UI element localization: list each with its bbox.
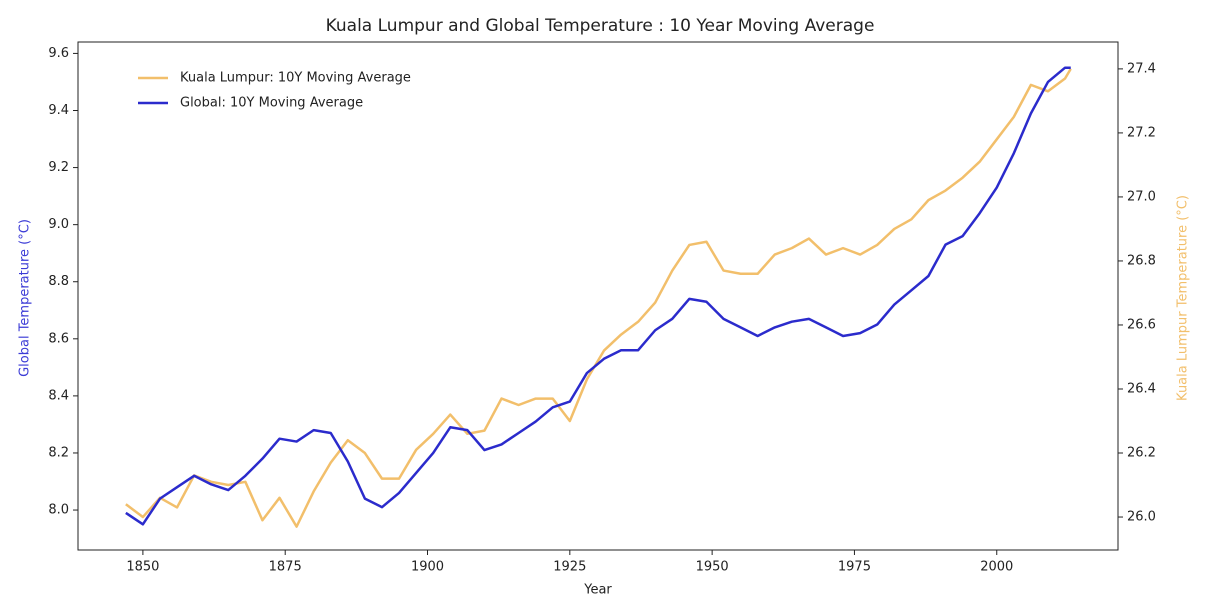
y-tick-label: 8.6 [48, 331, 69, 346]
y-tick-label: 8.2 [48, 445, 69, 460]
y-tick-label: 8.4 [48, 388, 69, 403]
y2-tick-label: 26.6 [1127, 317, 1156, 332]
plot-frame [77, 41, 1119, 551]
y2-tick-label: 26.2 [1127, 446, 1156, 461]
y2-tick-label: 26.0 [1127, 510, 1156, 525]
x-tick-label: 1850 [126, 560, 159, 575]
y2-axis-label: Kuala Lumpur Temperature (°C) [1176, 195, 1191, 401]
y2-tick-label: 27.2 [1127, 125, 1156, 140]
series-line [125, 68, 1072, 528]
y-tick-label: 9.0 [48, 217, 69, 232]
x-tick-label: 1975 [838, 560, 871, 575]
x-tick-label: 1875 [269, 560, 302, 575]
x-tick-label: 1925 [553, 560, 586, 575]
legend-label: Kuala Lumpur: 10Y Moving Average [180, 71, 411, 86]
y2-tick-label: 26.4 [1127, 381, 1156, 396]
series-line [125, 66, 1071, 526]
legend-label: Global: 10Y Moving Average [180, 96, 363, 111]
y2-tick-label: 27.0 [1127, 189, 1156, 204]
y2-tick-label: 27.4 [1127, 61, 1156, 76]
y-tick-label: 9.2 [48, 160, 69, 175]
y-tick-label: 8.0 [48, 503, 69, 518]
y-tick-label: 8.8 [48, 274, 69, 289]
y-tick-label: 9.4 [48, 103, 69, 118]
y2-tick-label: 26.8 [1127, 253, 1156, 268]
y-tick-label: 9.6 [48, 46, 69, 61]
x-tick-label: 2000 [980, 560, 1013, 575]
y-axis-label: Global Temperature (°C) [18, 219, 33, 377]
chart-title: Kuala Lumpur and Global Temperature : 10… [326, 16, 875, 36]
x-tick-label: 1900 [411, 560, 444, 575]
x-tick-label: 1950 [696, 560, 729, 575]
x-axis-label: Year [583, 583, 612, 598]
